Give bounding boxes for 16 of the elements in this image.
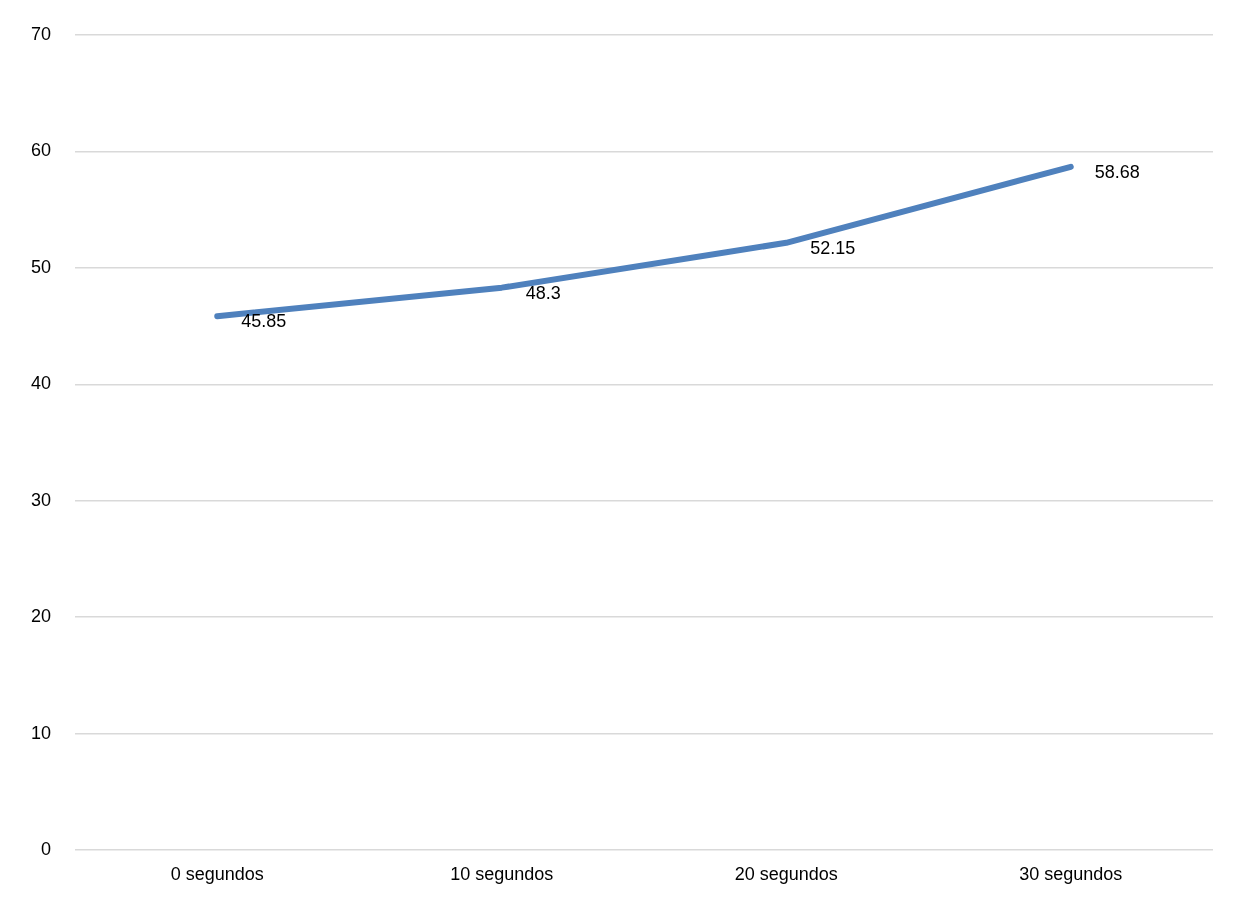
x-tick-label: 0 segundos — [170, 863, 264, 884]
y-tick-label: 70 — [30, 23, 51, 44]
data-label: 48.3 — [525, 282, 561, 303]
data-label: 45.85 — [241, 311, 287, 332]
x-tick-label: 30 segundos — [1019, 863, 1123, 884]
y-tick-label: 10 — [30, 722, 51, 743]
x-tick-label: 20 segundos — [734, 863, 838, 884]
y-tick-label: 0 — [40, 838, 51, 859]
y-tick-label: 30 — [30, 489, 51, 510]
x-tick-label: 10 segundos — [450, 863, 554, 884]
y-tick-label: 40 — [30, 373, 51, 394]
y-tick-label: 50 — [30, 256, 51, 277]
y-tick-label: 20 — [30, 606, 51, 627]
data-label: 52.15 — [810, 237, 856, 258]
y-tick-label: 60 — [30, 140, 51, 161]
data-label: 58.68 — [1094, 161, 1140, 182]
